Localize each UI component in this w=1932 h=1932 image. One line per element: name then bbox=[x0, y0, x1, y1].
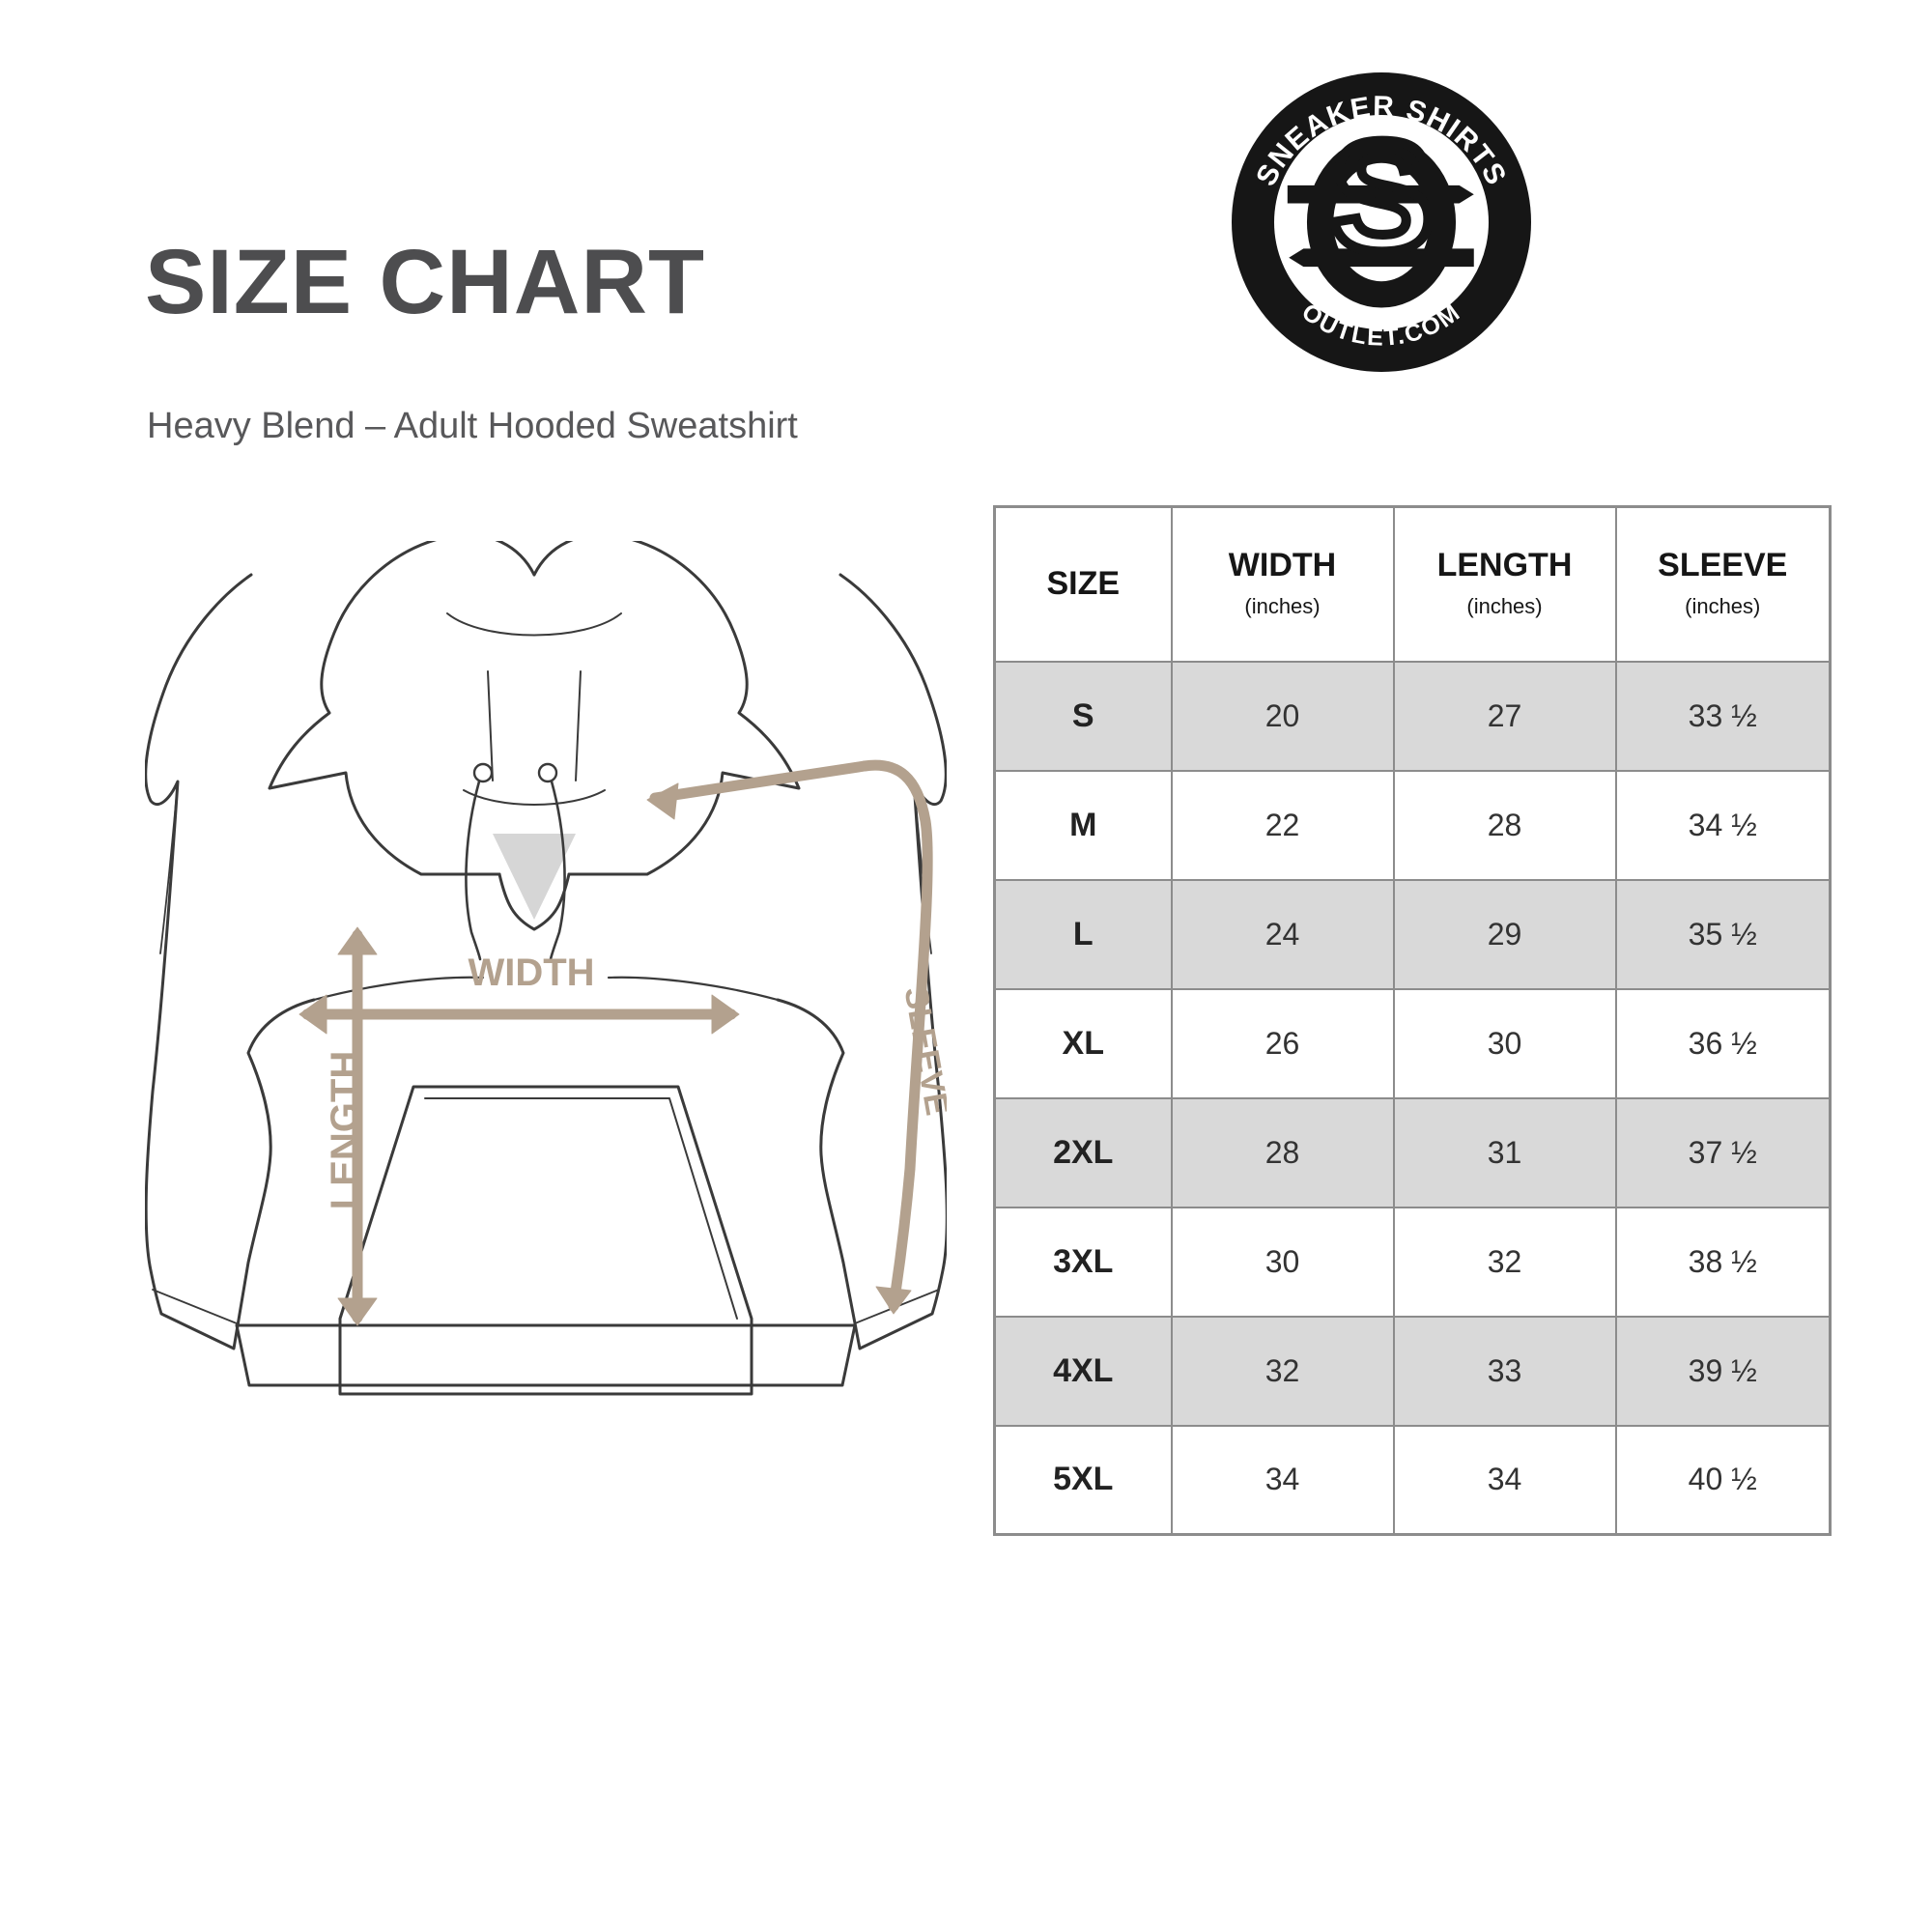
svg-text:WIDTH: WIDTH bbox=[468, 952, 594, 994]
svg-text:S: S bbox=[1330, 109, 1435, 284]
svg-text:SLEEVE: SLEEVE bbox=[896, 984, 947, 1119]
svg-text:LENGTH: LENGTH bbox=[324, 1051, 366, 1209]
